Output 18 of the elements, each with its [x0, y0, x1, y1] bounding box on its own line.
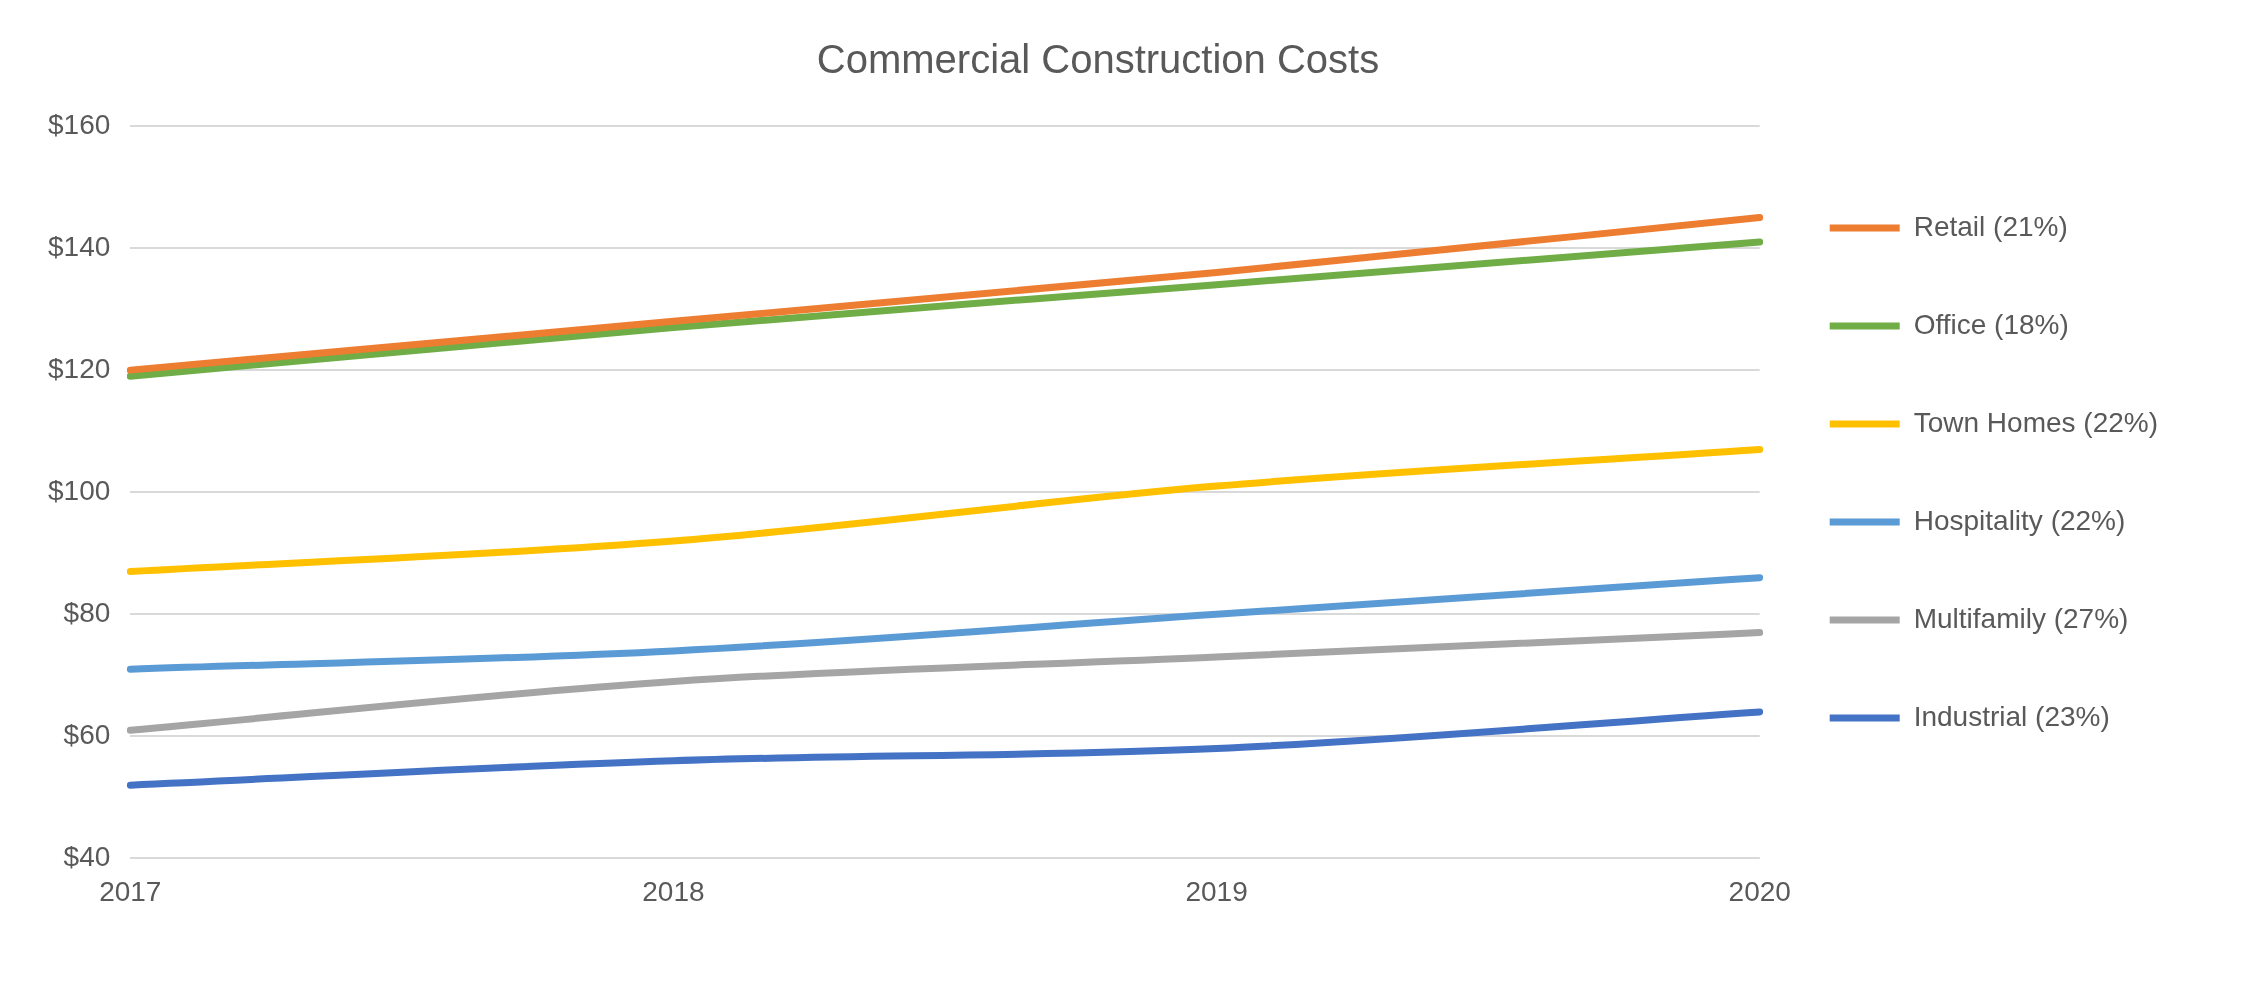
x-tick-label: 2018 [642, 875, 705, 907]
legend-label: Retail (21%) [1913, 210, 2068, 242]
legend-label: Industrial (23%) [1913, 700, 2110, 732]
y-tick-label: $80 [63, 596, 111, 628]
legend-label: Hospitality (22%) [1913, 504, 2126, 536]
y-tick-label: $60 [63, 719, 111, 751]
legend-label: Town Homes (22%) [1913, 406, 2159, 438]
x-tick-label: 2020 [1728, 875, 1791, 907]
y-tick-label: $40 [63, 841, 111, 873]
y-tick-label: $120 [47, 352, 111, 384]
y-tick-label: $160 [47, 108, 111, 140]
x-tick-label: 2019 [1185, 875, 1248, 907]
y-tick-label: $100 [47, 474, 111, 506]
legend-label: Multifamily (27%) [1913, 602, 2129, 634]
chart-title: Commercial Construction Costs [816, 37, 1380, 82]
legend-label: Office (18%) [1913, 308, 2069, 340]
x-tick-label: 2017 [99, 875, 162, 907]
y-tick-label: $140 [47, 230, 111, 262]
